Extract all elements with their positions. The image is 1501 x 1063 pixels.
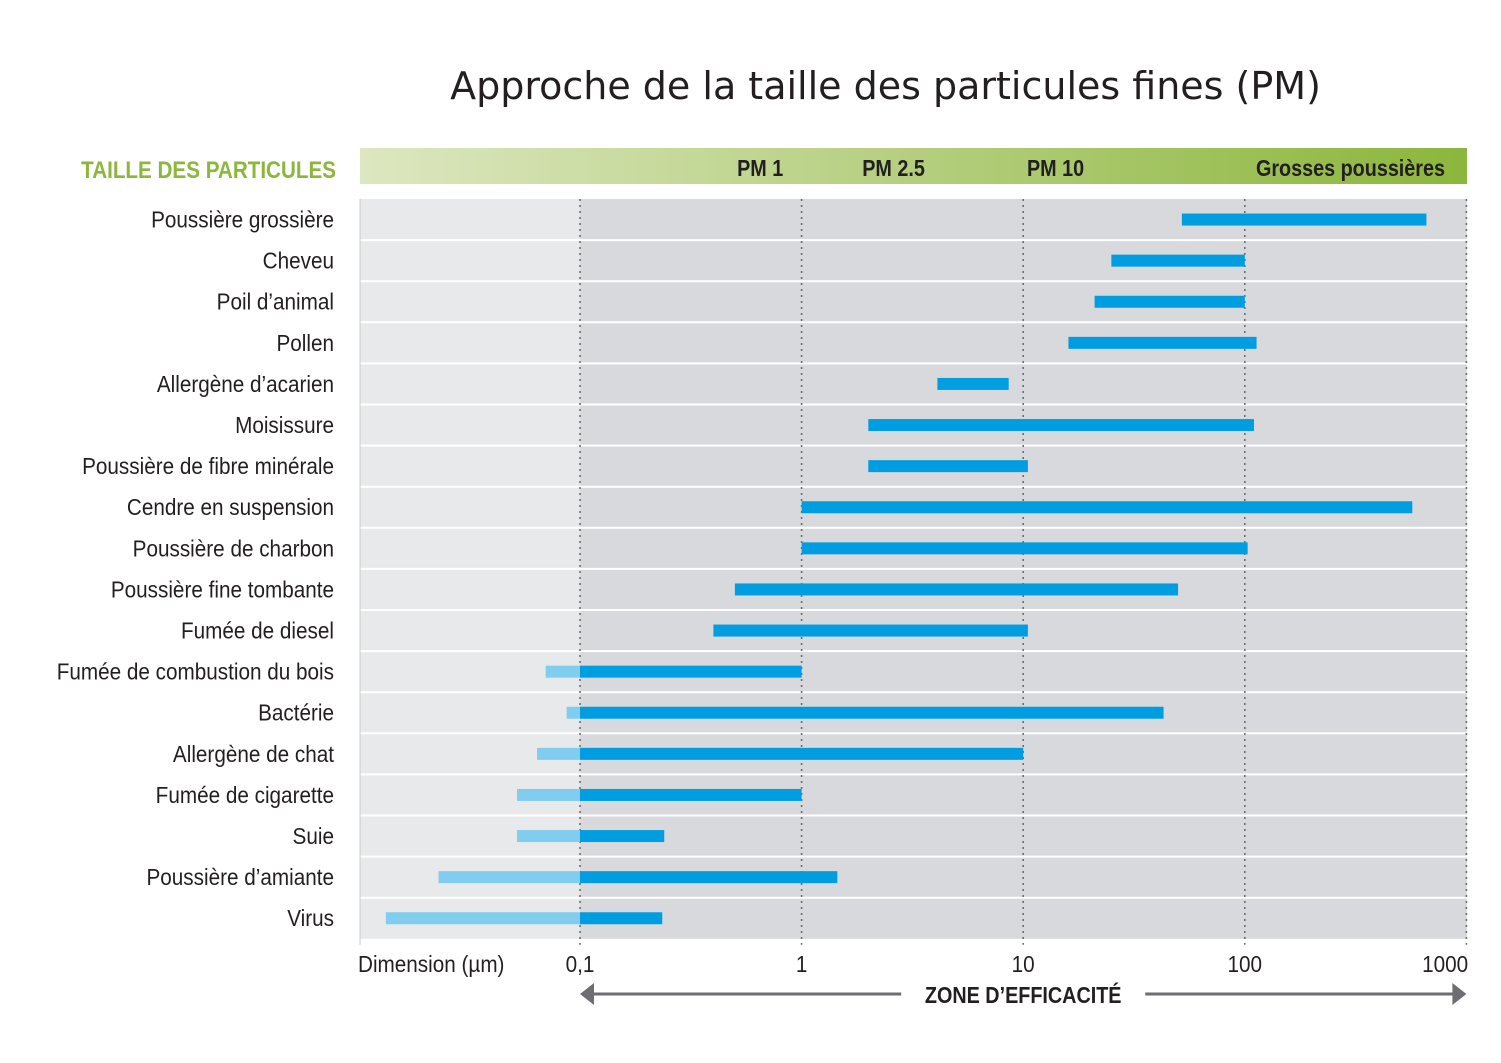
header-labels: PM 1 PM 2.5 PM 10 Grosses poussières (737, 156, 1445, 182)
range-bar (868, 419, 1254, 432)
size-header-band (360, 148, 1467, 184)
category-label: Poil d’animal (217, 289, 334, 315)
range-bar (1094, 295, 1245, 308)
gridlines (579, 199, 1468, 945)
range-bar (1181, 213, 1427, 226)
range-bar (801, 542, 1248, 555)
category-label: Bactérie (258, 700, 334, 726)
header-label: PM 1 (737, 156, 783, 182)
range-bar (868, 460, 1028, 473)
x-tick-label: 100 (1228, 951, 1263, 977)
x-tick-label: 1000 (1422, 951, 1468, 977)
chart-title: Approche de la taille des particules fin… (450, 64, 1321, 108)
category-label: Virus (287, 905, 334, 931)
range-bar (580, 912, 663, 925)
x-tick-label: 1 (796, 951, 808, 977)
range-bar-outside-zone (517, 830, 580, 843)
category-label: Poussière fine tombante (111, 576, 334, 602)
x-axis-label: Dimension (µm) (358, 951, 504, 977)
range-bar (580, 706, 1164, 719)
header-label: Grosses poussières (1256, 156, 1445, 182)
range-bar (580, 871, 838, 884)
range-bar (937, 377, 1009, 390)
category-label: Allergène de chat (173, 741, 334, 767)
range-bar (1068, 336, 1257, 349)
category-label: Suie (293, 823, 334, 849)
category-label: Fumée de diesel (181, 618, 334, 644)
range-bar-outside-zone (438, 871, 580, 884)
range-bar-outside-zone (537, 747, 580, 760)
header-label: PM 2.5 (862, 156, 925, 182)
range-bar (1111, 254, 1245, 267)
range-bar-outside-zone (566, 706, 580, 719)
range-bar (580, 665, 802, 678)
category-labels: Poussière grossière Cheveu Poil d’animal Po… (57, 207, 334, 932)
x-tick-label: 0,1 (566, 951, 595, 977)
range-bar (734, 583, 1179, 596)
category-label: Cendre en suspension (127, 494, 334, 520)
range-bar (713, 624, 1028, 637)
range-bar (801, 501, 1413, 514)
category-label: Poussière d’amiante (146, 864, 334, 890)
category-label: Fumée de combustion du bois (57, 659, 334, 685)
category-label: Poussière de fibre minérale (82, 453, 334, 479)
category-label: Moisissure (235, 412, 334, 438)
plot-background (360, 199, 1467, 939)
category-label: Allergène d’acarien (157, 371, 334, 397)
range-bar (580, 830, 665, 843)
category-label: Cheveu (263, 248, 334, 274)
category-label: Pollen (276, 330, 334, 356)
efficiency-zone: ZONE D’EFFICACITÉ (580, 982, 1467, 1009)
category-label: Fumée de cigarette (156, 782, 334, 808)
range-bar (580, 788, 802, 801)
range-bar-outside-zone (385, 912, 580, 925)
x-axis: Dimension (µm) 0,1 1 10 100 1000 (358, 199, 1468, 977)
row-header-label: TAILLE DES PARTICULES (81, 157, 336, 184)
zone-label: ZONE D’EFFICACITÉ (925, 982, 1122, 1009)
zone-arrow-head-left (580, 983, 594, 1005)
range-bar-outside-zone (545, 665, 580, 678)
header-label: PM 10 (1027, 156, 1084, 182)
range-bars (385, 213, 1427, 925)
zone-arrow-head-right (1452, 983, 1467, 1005)
range-bar-outside-zone (517, 788, 580, 801)
range-bar (580, 747, 1024, 760)
category-label: Poussière grossière (151, 207, 334, 233)
x-tick-label: 10 (1012, 951, 1035, 977)
category-label: Poussière de charbon (133, 535, 334, 561)
